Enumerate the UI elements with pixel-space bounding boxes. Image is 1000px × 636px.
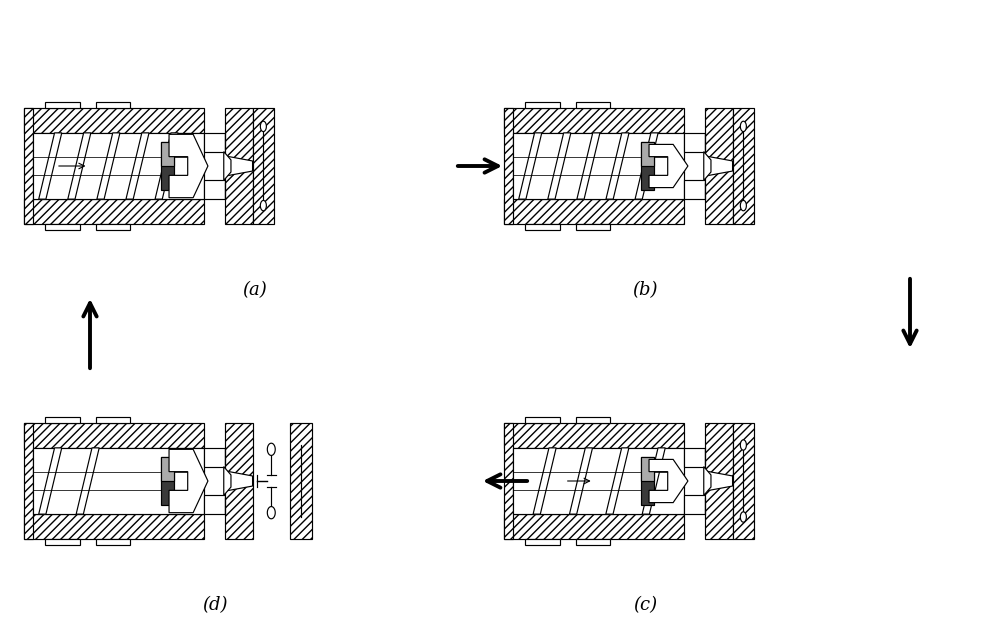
Polygon shape	[504, 424, 684, 448]
Polygon shape	[225, 471, 253, 491]
Polygon shape	[740, 200, 746, 211]
Bar	[45, 102, 80, 108]
Polygon shape	[24, 108, 204, 133]
Polygon shape	[504, 108, 513, 224]
Polygon shape	[704, 151, 711, 181]
Bar	[576, 539, 610, 545]
Polygon shape	[267, 443, 275, 455]
Polygon shape	[641, 457, 654, 481]
Bar	[96, 539, 130, 545]
Text: (d): (d)	[202, 596, 228, 614]
Polygon shape	[204, 495, 225, 514]
Polygon shape	[224, 467, 231, 495]
Bar	[576, 224, 610, 230]
Bar	[576, 417, 610, 424]
Text: (b): (b)	[632, 281, 658, 299]
Polygon shape	[126, 133, 149, 199]
Bar	[525, 102, 560, 108]
Polygon shape	[24, 108, 33, 224]
Polygon shape	[267, 506, 275, 519]
Polygon shape	[204, 448, 225, 467]
Polygon shape	[577, 133, 600, 199]
Polygon shape	[161, 457, 174, 481]
Bar	[576, 102, 610, 108]
Polygon shape	[733, 424, 754, 539]
Polygon shape	[519, 133, 542, 199]
Polygon shape	[533, 448, 556, 514]
Bar	[45, 224, 80, 230]
Bar	[96, 417, 130, 424]
Polygon shape	[169, 449, 208, 513]
Polygon shape	[504, 108, 684, 133]
Polygon shape	[606, 133, 629, 199]
Bar	[525, 417, 560, 424]
Polygon shape	[641, 142, 654, 166]
Polygon shape	[513, 448, 684, 514]
Polygon shape	[225, 424, 253, 539]
Polygon shape	[641, 142, 654, 190]
Polygon shape	[290, 424, 312, 539]
Polygon shape	[24, 424, 204, 448]
Polygon shape	[225, 108, 253, 224]
Polygon shape	[635, 133, 658, 199]
Polygon shape	[569, 448, 593, 514]
Polygon shape	[641, 457, 654, 506]
Polygon shape	[33, 448, 204, 514]
Polygon shape	[169, 134, 208, 198]
Polygon shape	[97, 133, 120, 199]
Polygon shape	[740, 512, 746, 522]
Polygon shape	[548, 133, 571, 199]
Polygon shape	[68, 133, 91, 199]
Polygon shape	[704, 467, 711, 495]
Bar	[525, 539, 560, 545]
Polygon shape	[649, 459, 688, 502]
Polygon shape	[513, 133, 684, 199]
Polygon shape	[24, 199, 204, 224]
Text: (a): (a)	[243, 281, 267, 299]
Polygon shape	[253, 108, 274, 224]
Polygon shape	[740, 440, 746, 450]
Polygon shape	[504, 514, 684, 539]
Polygon shape	[76, 448, 99, 514]
Bar	[96, 102, 130, 108]
Polygon shape	[24, 514, 204, 539]
Polygon shape	[24, 424, 33, 539]
Polygon shape	[155, 133, 178, 199]
Polygon shape	[33, 133, 204, 199]
Polygon shape	[684, 495, 705, 514]
Polygon shape	[705, 108, 733, 224]
Polygon shape	[39, 448, 62, 514]
Polygon shape	[684, 133, 705, 151]
Bar	[525, 224, 560, 230]
Polygon shape	[504, 199, 684, 224]
Polygon shape	[705, 156, 733, 176]
Polygon shape	[649, 144, 688, 188]
Polygon shape	[740, 121, 746, 132]
Polygon shape	[225, 156, 253, 176]
Bar	[45, 417, 80, 424]
Text: (c): (c)	[633, 596, 657, 614]
Bar	[45, 539, 80, 545]
Polygon shape	[161, 142, 174, 166]
Polygon shape	[224, 151, 231, 181]
Polygon shape	[39, 133, 62, 199]
Polygon shape	[733, 108, 754, 224]
Polygon shape	[504, 424, 513, 539]
Polygon shape	[204, 181, 225, 199]
Polygon shape	[642, 448, 665, 514]
Polygon shape	[260, 121, 266, 132]
Bar	[96, 224, 130, 230]
Polygon shape	[204, 133, 225, 151]
Polygon shape	[684, 448, 705, 467]
Polygon shape	[705, 471, 733, 491]
Polygon shape	[260, 200, 266, 211]
Polygon shape	[161, 457, 174, 506]
Polygon shape	[705, 424, 733, 539]
Polygon shape	[606, 448, 629, 514]
Polygon shape	[684, 181, 705, 199]
Polygon shape	[161, 142, 174, 190]
